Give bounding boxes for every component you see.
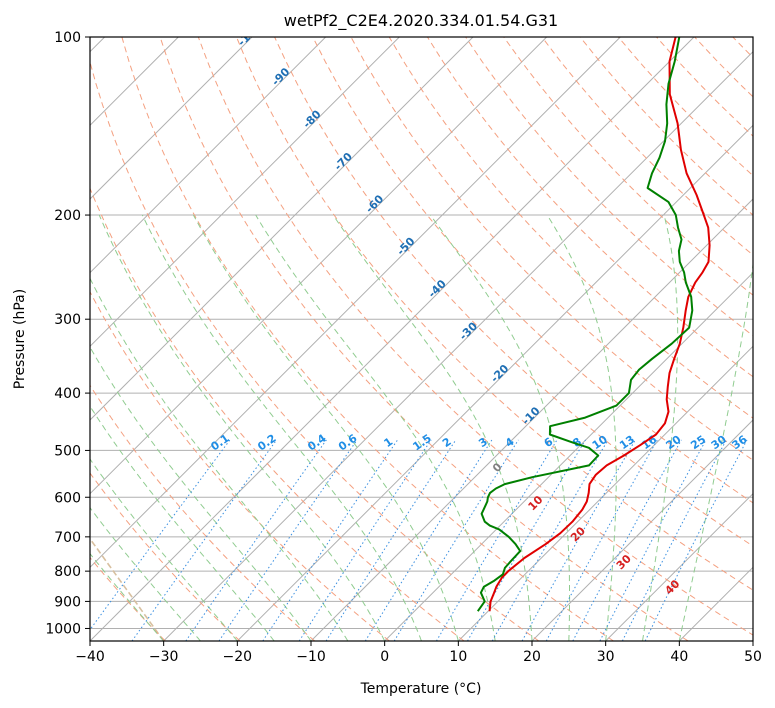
moist-adiabat	[678, 260, 753, 641]
mixing-ratio-line	[393, 439, 519, 641]
dry-adiabat-label: -100	[235, 20, 264, 49]
x-tick-label: 10	[449, 649, 467, 665]
isotherm-line	[384, 271, 753, 641]
dry-adiabat	[90, 60, 540, 641]
moist-adiabat	[90, 346, 312, 641]
isotherm-line	[605, 492, 753, 641]
dry-adiabat	[121, 37, 614, 641]
x-tick-label: 40	[670, 649, 688, 665]
moist-adiabat	[98, 214, 386, 641]
x-tick-label: −30	[149, 649, 179, 665]
isotherm-line	[163, 50, 753, 641]
isotherm-line	[90, 37, 327, 274]
y-tick-label: 300	[54, 312, 81, 328]
dry-adiabat	[236, 37, 753, 591]
x-axis-label: Temperature (°C)	[360, 681, 482, 697]
x-tick-label: −20	[223, 649, 253, 665]
isotherm-line	[90, 37, 474, 421]
temperature-profile	[488, 37, 711, 612]
y-tick-label: 900	[54, 594, 81, 610]
dewpoint-profile	[476, 37, 694, 612]
dry-adiabat	[90, 290, 390, 641]
chart-title: wetPf2_C2E4.2020.334.01.54.G31	[284, 11, 558, 31]
mixing-ratio-line	[298, 439, 432, 641]
y-tick-label: 800	[54, 564, 81, 580]
dry-adiabat	[312, 37, 753, 504]
y-tick-label: 500	[54, 443, 81, 459]
dry-adiabat	[197, 37, 753, 636]
dry-adiabat	[274, 37, 753, 547]
y-tick-label: 100	[54, 30, 81, 46]
mixing-ratio-line	[90, 439, 231, 631]
x-tick-label: 20	[523, 649, 541, 665]
dry-adiabat	[90, 384, 316, 641]
isotherm-line	[457, 345, 753, 641]
x-tick-label: −10	[296, 649, 326, 665]
y-tick-label: 200	[54, 208, 81, 224]
y-tick-label: 1000	[45, 621, 81, 637]
x-tick-label: 30	[597, 649, 615, 665]
isotherm-line	[90, 37, 400, 348]
mixing-ratio-line	[644, 439, 748, 641]
isotherm-line	[90, 37, 548, 495]
mixing-ratio-line	[325, 439, 457, 641]
mixing-ratio-line	[435, 439, 558, 641]
isotherm-line	[310, 198, 753, 641]
mixing-ratio-line	[262, 439, 399, 641]
mixing-ratio-line	[491, 439, 609, 641]
dry-adiabat	[503, 37, 753, 296]
y-tick-label: 400	[54, 386, 81, 402]
moist-adiabat	[332, 214, 533, 641]
dry-adiabat	[90, 472, 241, 641]
y-tick-label: 600	[54, 490, 81, 506]
isotherm-line	[531, 419, 753, 641]
plot-frame	[89, 36, 754, 642]
x-tick-label: 0	[380, 649, 389, 665]
dry-adiabat	[426, 37, 753, 378]
moist-adiabat	[546, 214, 617, 641]
dry-adiabat	[388, 37, 753, 419]
dry-adiabat	[90, 187, 465, 641]
mixing-ratio-line	[545, 439, 658, 641]
moist-adiabat	[90, 405, 275, 641]
dry-adiabat	[159, 37, 689, 641]
x-tick-label: 50	[744, 649, 762, 665]
moist-adiabat	[141, 214, 422, 641]
isotherm-line	[90, 37, 621, 569]
moist-adiabat	[192, 214, 459, 641]
y-tick-label: 700	[54, 530, 81, 546]
dry-adiabat	[350, 37, 753, 461]
moist-adiabat	[429, 214, 571, 641]
mixing-ratio-line	[364, 439, 493, 641]
y-axis-label: Pressure (hPa)	[12, 289, 28, 389]
mixing-ratio-line	[467, 439, 586, 641]
isotherm-line	[236, 124, 753, 641]
mixing-ratio-line	[521, 439, 636, 641]
moist-adiabat	[90, 458, 238, 641]
isotherm-line	[90, 37, 253, 200]
mixing-ratio-line	[218, 439, 358, 641]
x-tick-label: −40	[75, 649, 105, 665]
mixing-ratio-line	[185, 439, 327, 641]
